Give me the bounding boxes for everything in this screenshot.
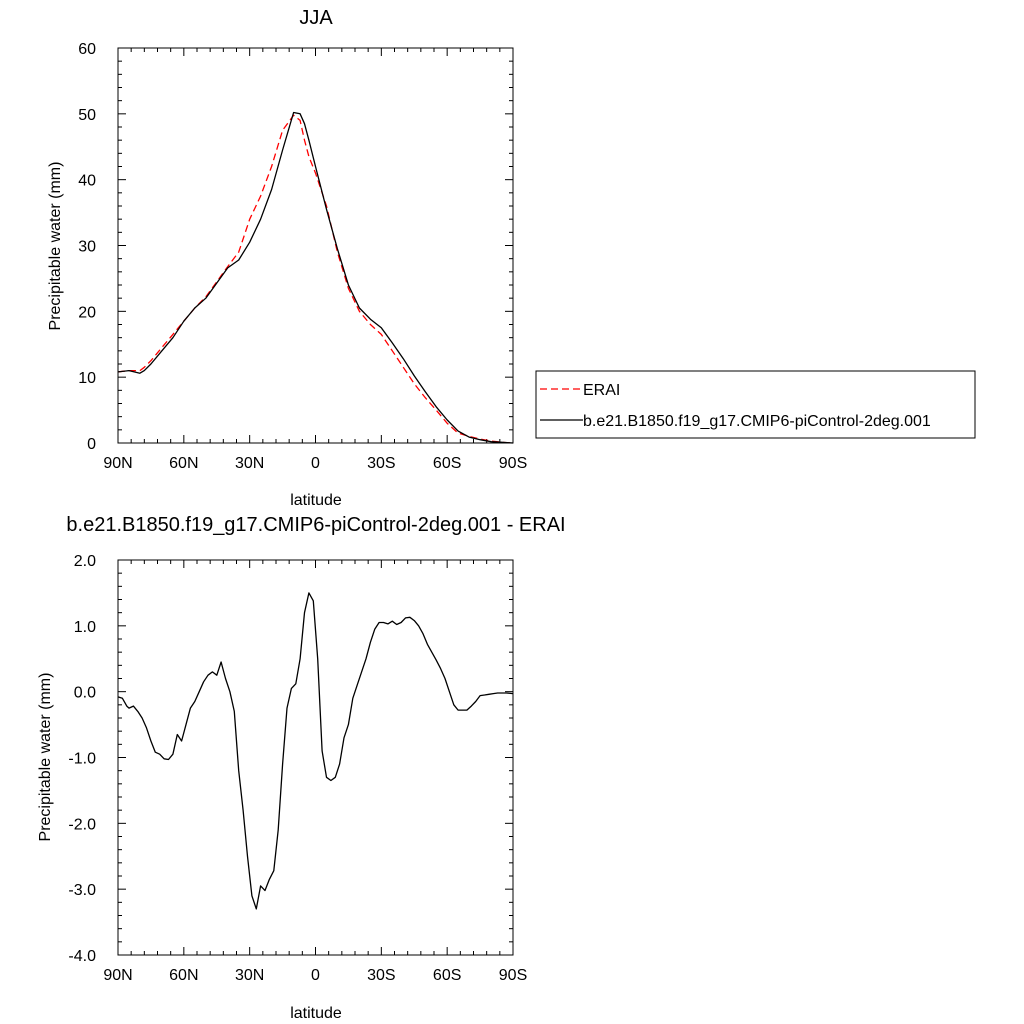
plot-frame: [117, 559, 514, 956]
chart-title: b.e21.B1850.f19_g17.CMIP6-piControl-2deg…: [66, 514, 565, 536]
y-tick-label: -1.0: [68, 751, 96, 768]
panel-bottom-chart: b.e21.B1850.f19_g17.CMIP6-piControl-2deg…: [37, 514, 566, 1022]
axis-ticks: 90N 60N 30N 0 30S 60S 90S -4.0 -3.0 -2.0 -1.0 0.0 1.…: [68, 553, 527, 984]
x-tick-label: 0: [311, 967, 320, 984]
x-tick-label: 60N: [169, 455, 198, 472]
x-tick-label: 30N: [235, 455, 264, 472]
x-tick-label: 60S: [433, 455, 461, 472]
y-axis-title: Precipitable water (mm): [47, 162, 64, 331]
series-line-1: [117, 114, 514, 444]
x-tick-label: 30N: [235, 967, 264, 984]
legend-label-erai: ERAI: [583, 382, 620, 399]
legend: ERAI b.e21.B1850.f19_g17.CMIP6-piControl…: [535, 370, 976, 439]
y-tick-label: 40: [78, 173, 96, 190]
x-tick-label: 60S: [433, 967, 461, 984]
x-tick-label: 90S: [499, 455, 527, 472]
panel-top-chart: JJA Precipitable water (mm) latitude 90N…: [47, 7, 527, 509]
y-tick-label: 10: [78, 370, 96, 387]
legend-box: [535, 370, 976, 439]
y-axis-title: Precipitable water (mm): [37, 673, 54, 842]
chart-title: JJA: [299, 7, 333, 29]
y-tick-label: 30: [78, 239, 96, 256]
y-tick-label: 20: [78, 304, 96, 321]
x-tick-label: 0: [311, 455, 320, 472]
y-tick-label: 0: [87, 436, 96, 453]
series-lines: [117, 111, 514, 444]
plot-frame: [117, 47, 514, 444]
axis-ticks: 90N 60N 30N 0 30S 60S 90S 0 10 20 30 40 50 60: [78, 41, 527, 472]
series-line-1: [117, 592, 514, 910]
y-tick-label: -3.0: [68, 882, 96, 899]
y-tick-label: 2.0: [74, 553, 96, 570]
x-tick-label: 90N: [103, 967, 132, 984]
y-tick-label: 60: [78, 41, 96, 58]
y-tick-label: 50: [78, 107, 96, 124]
y-tick-label: 1.0: [74, 619, 96, 636]
x-tick-label: 30S: [367, 455, 395, 472]
y-tick-label: -4.0: [68, 948, 96, 965]
x-tick-label: 30S: [367, 967, 395, 984]
legend-label-model: b.e21.B1850.f19_g17.CMIP6-piControl-2deg…: [583, 413, 931, 430]
series-line-2: [117, 111, 514, 444]
x-axis-title: latitude: [290, 1005, 342, 1022]
series-lines: [117, 592, 514, 910]
y-tick-label: -2.0: [68, 816, 96, 833]
x-axis-title: latitude: [290, 492, 342, 509]
x-tick-label: 90N: [103, 455, 132, 472]
x-tick-label: 90S: [499, 967, 527, 984]
y-tick-label: 0.0: [74, 685, 96, 702]
x-tick-label: 60N: [169, 967, 198, 984]
